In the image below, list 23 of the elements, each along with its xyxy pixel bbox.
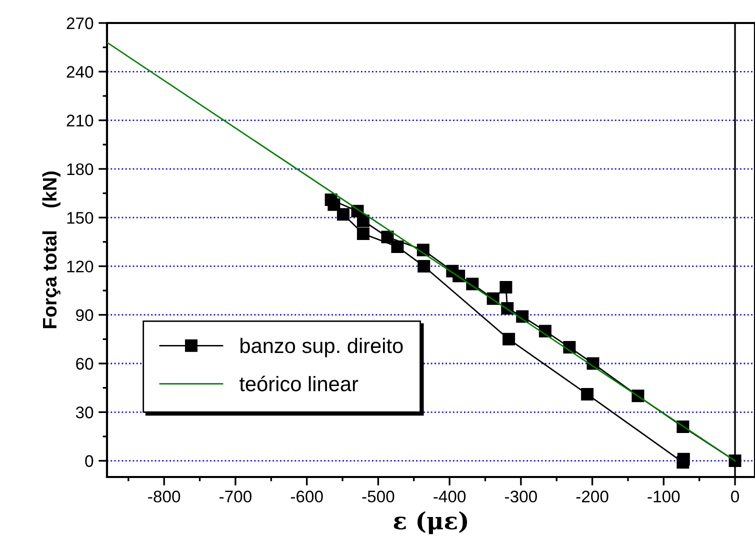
y-tick-label: 210 (66, 114, 94, 126)
y-tick-label: 30 (76, 406, 94, 418)
x-tick-label: -700 (220, 490, 252, 502)
y-tick-label: 90 (76, 309, 94, 322)
x-axis-title: ε (με) (394, 511, 468, 534)
y-tick-label: 60 (76, 358, 94, 370)
legend-label: banzo sup. direito (240, 338, 403, 358)
y-tick-label: 270 (66, 17, 94, 30)
x-tick-label: -100 (648, 490, 680, 502)
y-tick-label: 150 (67, 212, 94, 224)
x-tick-label: -200 (576, 490, 608, 502)
y-tick-label: 180 (67, 163, 94, 176)
x-tick-label: -300 (504, 490, 537, 502)
x-tick-label: -600 (290, 490, 323, 502)
y-tick-label: 120 (67, 260, 94, 272)
x-tick-label: -500 (362, 490, 394, 502)
y-tick-label: 240 (66, 66, 94, 78)
y-tick-label: 0 (85, 455, 94, 467)
y-axis-title: Força total (kN) (42, 172, 60, 328)
x-tick-label: -400 (434, 490, 466, 502)
x-tick-label: -800 (148, 490, 180, 502)
legend-label: teórico linear (239, 376, 358, 392)
x-tick-label: 0 (731, 490, 739, 502)
